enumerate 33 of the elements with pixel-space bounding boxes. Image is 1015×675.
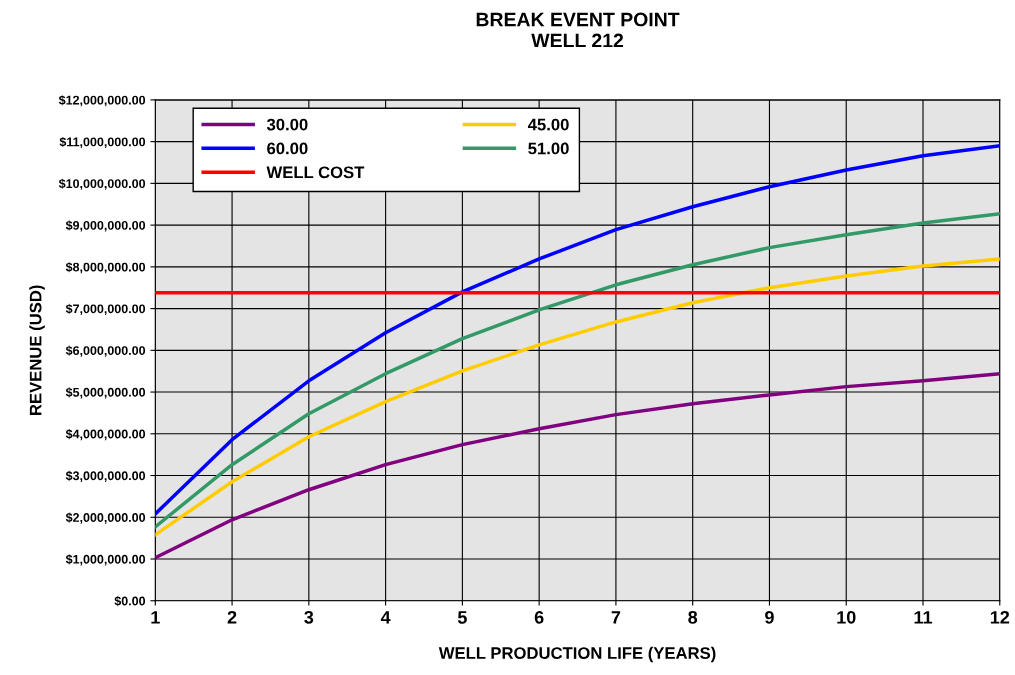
y-tick-label: $8,000,000.00 [65, 262, 146, 274]
x-tick-label: 1 [151, 611, 160, 624]
y-tick-label: $12,000,000.00 [58, 95, 146, 107]
x-tick-label: 5 [457, 611, 467, 624]
legend-label: 51.00 [528, 142, 569, 155]
legend-label: 30.00 [266, 118, 308, 131]
x-tick-label: 7 [611, 611, 621, 624]
y-tick-label: $6,000,000.00 [65, 345, 146, 357]
chart-title: BREAK EVENT POINT WELL 212 [476, 12, 680, 48]
y-tick-label: $2,000,000.00 [65, 512, 146, 524]
y-tick-label: $1,000,000.00 [65, 554, 146, 566]
y-axis-title: REVENUE (USD) [29, 285, 45, 415]
y-tick-label: $4,000,000.00 [65, 429, 146, 441]
x-tick-label: 10 [837, 610, 856, 624]
x-tick-label: 6 [534, 610, 544, 624]
x-tick-label: 11 [914, 611, 933, 624]
x-tick-label: 12 [990, 610, 1010, 624]
y-tick-label: $9,000,000.00 [65, 220, 146, 232]
y-tick-label: $3,000,000.00 [65, 470, 146, 482]
x-tick-label: 3 [304, 610, 314, 624]
y-tick-label: $10,000,000.00 [58, 178, 146, 190]
x-tick-label: 8 [688, 610, 698, 624]
legend-label: 60.00 [267, 142, 308, 155]
legend-label: 45.00 [527, 118, 569, 131]
y-tick-label: $7,000,000.00 [65, 303, 146, 316]
x-axis-title: WELL PRODUCTION LIFE (YEARS) [438, 646, 716, 663]
x-tick-label: 4 [380, 611, 391, 624]
x-tick-label: 9 [765, 610, 774, 624]
legend-label: WELL COST [266, 166, 365, 179]
x-tick-label: 2 [227, 610, 237, 624]
y-tick-label: $0.00 [114, 596, 146, 607]
y-tick-label: $11,000,000.00 [59, 136, 146, 149]
y-tick-label: $5,000,000.00 [65, 387, 146, 399]
